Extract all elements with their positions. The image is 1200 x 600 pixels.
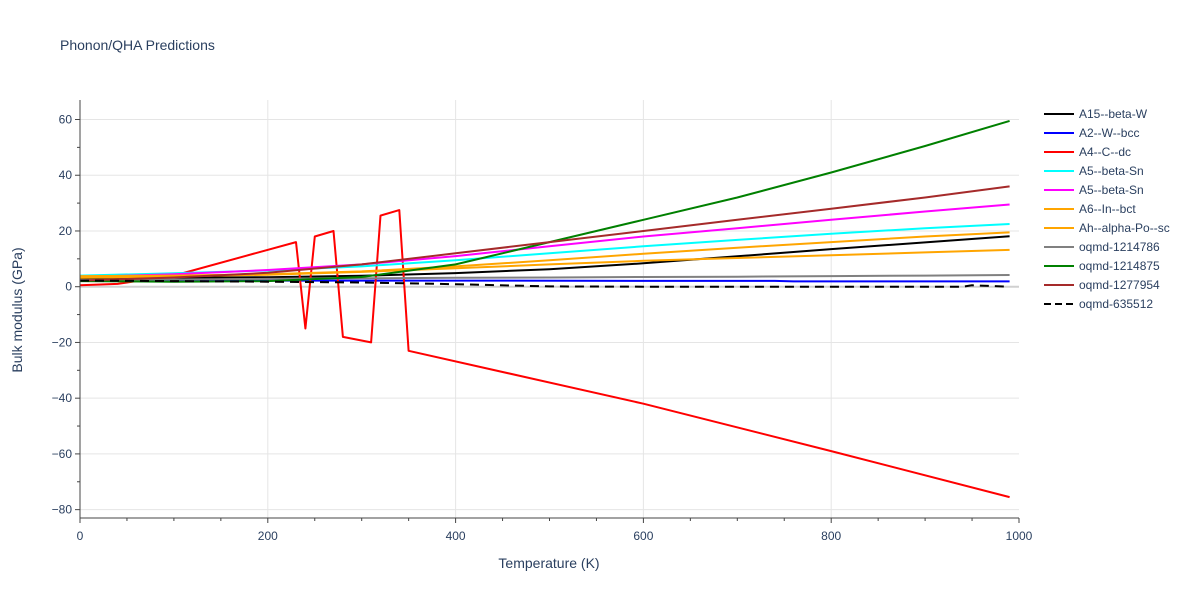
legend-label: A5--beta-Sn [1079, 164, 1144, 178]
legend-item[interactable]: A5--beta-Sn [1044, 183, 1144, 197]
series-line [79, 185, 1010, 282]
legend-label: A6--In--bct [1079, 202, 1136, 216]
legend-label: oqmd-635512 [1079, 297, 1153, 311]
legend-item[interactable]: A5--beta-Sn [1044, 164, 1144, 178]
legend-item[interactable]: Ah--alpha-Po--sc [1044, 221, 1170, 235]
series-line [79, 274, 1010, 281]
legend: A15--beta-W A2--W--bcc A4--C--dc A5--beta-S… [1044, 107, 1170, 311]
x-tick-label: 200 [258, 529, 278, 543]
series-lines [79, 119, 1010, 499]
series-line [79, 203, 1010, 278]
grid [80, 100, 1019, 518]
series-line [79, 235, 1010, 280]
legend-label: A4--C--dc [1079, 145, 1131, 159]
legend-item[interactable]: A2--W--bcc [1044, 126, 1139, 140]
y-axis-title: Bulk modulus (GPa) [9, 247, 25, 372]
legend-label: Ah--alpha-Po--sc [1079, 221, 1170, 235]
x-tick-label: 0 [77, 529, 84, 543]
legend-item[interactable]: oqmd-635512 [1044, 297, 1153, 311]
legend-item[interactable]: oqmd-1277954 [1044, 278, 1160, 292]
legend-label: A5--beta-Sn [1079, 183, 1144, 197]
y-tick-label: −60 [52, 447, 73, 461]
x-axis-title: Temperature (K) [498, 555, 599, 571]
x-tick-label: 400 [446, 529, 466, 543]
y-axis-ticks: −80 −60 −40 −20 0 20 40 60 [52, 113, 73, 517]
legend-label: oqmd-1214786 [1079, 240, 1160, 254]
x-tick-label: 800 [821, 529, 841, 543]
x-tick-label: 1000 [1006, 529, 1033, 543]
legend-label: A15--beta-W [1079, 107, 1148, 121]
y-tick-label: 0 [65, 280, 72, 294]
y-tick-label: 60 [59, 113, 73, 127]
y-tick-label: −20 [52, 335, 73, 349]
x-axis-ticks: 0 200 400 600 800 1000 [77, 529, 1033, 543]
legend-item[interactable]: A15--beta-W [1044, 107, 1148, 121]
x-tick-label: 600 [633, 529, 653, 543]
legend-item[interactable]: oqmd-1214786 [1044, 240, 1160, 254]
series-line [79, 209, 1010, 499]
legend-label: oqmd-1277954 [1079, 278, 1160, 292]
legend-item[interactable]: A4--C--dc [1044, 145, 1131, 159]
legend-label: oqmd-1214875 [1079, 259, 1160, 273]
y-tick-label: −40 [52, 391, 73, 405]
y-tick-label: −80 [52, 503, 73, 517]
legend-item[interactable]: A6--In--bct [1044, 202, 1136, 216]
legend-label: A2--W--bcc [1079, 126, 1139, 140]
y-tick-label: 40 [59, 168, 73, 182]
y-tick-label: 20 [59, 224, 73, 238]
chart-title: Phonon/QHA Predictions [60, 37, 215, 53]
series-line [79, 279, 1010, 288]
axes [75, 100, 1020, 523]
legend-item[interactable]: oqmd-1214875 [1044, 259, 1160, 273]
